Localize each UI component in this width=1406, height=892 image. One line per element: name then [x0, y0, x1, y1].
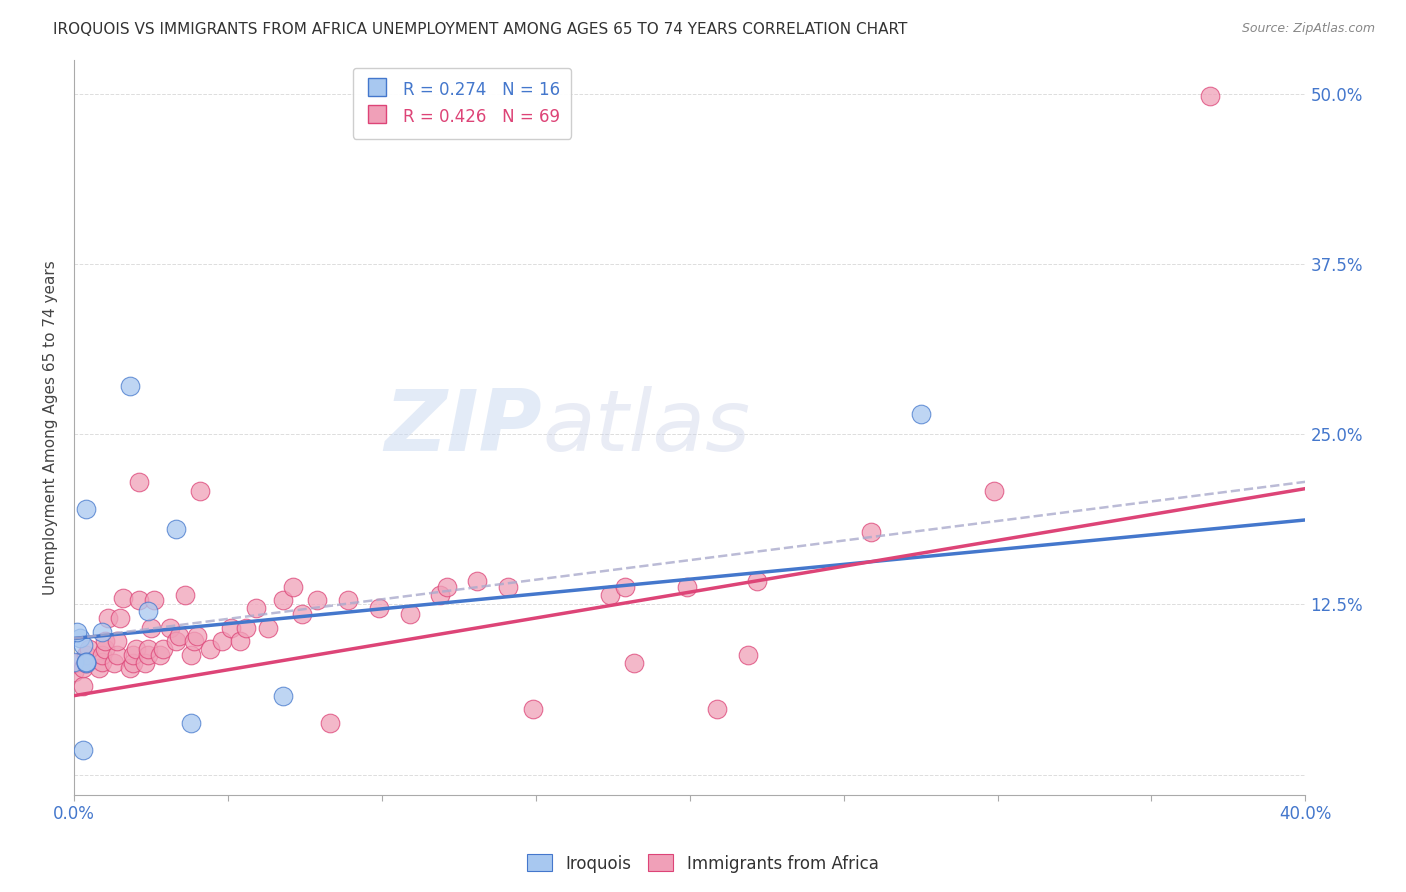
- Legend: Iroquois, Immigrants from Africa: Iroquois, Immigrants from Africa: [520, 847, 886, 880]
- Point: [186, 629, 208, 643]
- Point: [737, 648, 759, 662]
- Point: [121, 656, 143, 670]
- Point: [75, 648, 97, 662]
- Point: [436, 580, 458, 594]
- Text: IROQUOIS VS IMMIGRANTS FROM AFRICA UNEMPLOYMENT AMONG AGES 65 TO 74 YEARS CORREL: IROQUOIS VS IMMIGRANTS FROM AFRICA UNEMP…: [53, 22, 908, 37]
- Point: [165, 634, 187, 648]
- Point: [103, 656, 125, 670]
- Point: [318, 715, 340, 730]
- Point: [94, 634, 117, 648]
- Point: [307, 593, 329, 607]
- Point: [398, 607, 420, 621]
- Point: [257, 621, 280, 635]
- Point: [143, 593, 166, 607]
- Point: [429, 588, 451, 602]
- Point: [180, 715, 202, 730]
- Point: [910, 407, 932, 421]
- Point: [79, 642, 101, 657]
- Point: [72, 638, 94, 652]
- Point: [63, 656, 86, 670]
- Point: [367, 601, 389, 615]
- Point: [105, 634, 128, 648]
- Point: [614, 580, 637, 594]
- Point: [522, 702, 544, 716]
- Point: [496, 580, 519, 594]
- Point: [90, 648, 112, 662]
- Point: [273, 593, 295, 607]
- Point: [281, 580, 304, 594]
- Point: [69, 632, 91, 646]
- Point: [124, 642, 146, 657]
- Point: [211, 634, 233, 648]
- Point: [90, 655, 112, 669]
- Point: [747, 574, 769, 589]
- Point: [128, 475, 150, 489]
- Point: [219, 621, 242, 635]
- Point: [860, 525, 883, 540]
- Text: atlas: atlas: [541, 386, 749, 469]
- Point: [337, 593, 360, 607]
- Point: [198, 642, 221, 657]
- Point: [623, 656, 645, 670]
- Point: [110, 611, 132, 625]
- Point: [136, 604, 159, 618]
- Point: [72, 661, 94, 675]
- Point: [273, 689, 295, 703]
- Point: [983, 484, 1005, 499]
- Point: [75, 655, 97, 669]
- Legend: R = 0.274   N = 16, R = 0.426   N = 69: R = 0.274 N = 16, R = 0.426 N = 69: [353, 68, 571, 138]
- Point: [291, 607, 314, 621]
- Point: [139, 621, 162, 635]
- Point: [245, 601, 267, 615]
- Point: [229, 634, 252, 648]
- Point: [128, 593, 150, 607]
- Point: [467, 574, 489, 589]
- Point: [136, 648, 159, 662]
- Point: [167, 629, 190, 643]
- Point: [149, 648, 172, 662]
- Point: [188, 484, 211, 499]
- Y-axis label: Unemployment Among Ages 65 to 74 years: Unemployment Among Ages 65 to 74 years: [44, 260, 58, 595]
- Point: [165, 523, 187, 537]
- Point: [118, 661, 141, 675]
- Point: [121, 648, 143, 662]
- Point: [134, 656, 156, 670]
- Point: [183, 634, 205, 648]
- Point: [599, 588, 621, 602]
- Point: [675, 580, 697, 594]
- Point: [63, 665, 86, 680]
- Point: [63, 655, 86, 669]
- Point: [94, 642, 117, 657]
- Point: [75, 656, 97, 670]
- Point: [97, 611, 120, 625]
- Point: [136, 642, 159, 657]
- Point: [174, 588, 197, 602]
- Point: [90, 624, 112, 639]
- Point: [1199, 89, 1222, 103]
- Point: [152, 642, 174, 657]
- Text: ZIP: ZIP: [384, 386, 541, 469]
- Point: [235, 621, 257, 635]
- Point: [159, 621, 181, 635]
- Point: [105, 648, 128, 662]
- Point: [72, 743, 94, 757]
- Point: [75, 502, 97, 516]
- Point: [75, 656, 97, 670]
- Point: [706, 702, 728, 716]
- Point: [180, 648, 202, 662]
- Point: [75, 655, 97, 669]
- Point: [72, 679, 94, 693]
- Point: [66, 624, 89, 639]
- Point: [87, 661, 110, 675]
- Point: [118, 379, 141, 393]
- Point: [112, 591, 135, 605]
- Text: Source: ZipAtlas.com: Source: ZipAtlas.com: [1241, 22, 1375, 36]
